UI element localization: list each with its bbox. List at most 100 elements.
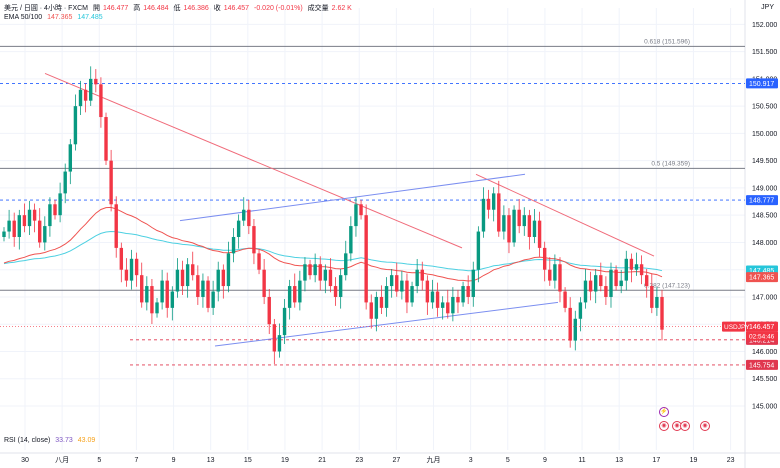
price-tag-label: 145.754 xyxy=(749,362,774,369)
time-tick-label: 21 xyxy=(318,457,326,464)
candle-body xyxy=(160,280,164,303)
candle-body xyxy=(634,264,639,270)
candle-body xyxy=(609,269,613,297)
price-tag-label: 148.777 xyxy=(749,198,774,205)
candle-body xyxy=(226,253,231,287)
candle-body xyxy=(293,286,297,303)
candle-body xyxy=(573,318,577,341)
candle-body xyxy=(512,209,516,243)
rsi-value-2: 43.09 xyxy=(77,437,96,444)
price-tick-label: 148.000 xyxy=(752,240,777,247)
candle-body xyxy=(78,89,83,107)
candle-body xyxy=(155,302,159,314)
ema-legend[interactable]: EMA 50/100 147.365 147.485 xyxy=(4,14,106,21)
candle-body xyxy=(553,264,557,281)
candle-body xyxy=(129,258,134,281)
candle-body xyxy=(476,231,481,270)
candle-body xyxy=(471,269,475,297)
candle-body xyxy=(364,215,368,303)
candle-body xyxy=(114,204,118,248)
price-tick-label: 146.000 xyxy=(752,349,777,356)
candle-body xyxy=(68,144,73,172)
candle-body xyxy=(430,291,435,303)
candle-body xyxy=(287,286,292,308)
candle-body xyxy=(196,275,200,297)
candle-body xyxy=(639,264,644,276)
high-value: 146.484 xyxy=(143,5,169,12)
countdown-tag xyxy=(746,331,778,341)
price-tick-label: 145.000 xyxy=(752,404,777,411)
candle-body xyxy=(267,296,271,325)
candle-body xyxy=(124,269,129,281)
candle-body xyxy=(349,226,353,254)
candle-body xyxy=(583,280,588,303)
price-tag xyxy=(746,272,778,283)
candle-body xyxy=(43,226,47,243)
candle-body xyxy=(282,307,287,336)
economic-event-icon[interactable]: ◉ xyxy=(700,421,710,431)
price-tick-label: 152.000 xyxy=(752,22,777,29)
ema50-value: 147.365 xyxy=(47,14,73,21)
economic-event-icon[interactable]: ◉ xyxy=(680,421,690,431)
candle-body xyxy=(262,269,266,297)
candle-body xyxy=(298,280,302,303)
time-tick-label: 7 xyxy=(134,457,138,464)
candle-body xyxy=(94,78,98,85)
candle-body xyxy=(252,226,256,254)
rsi-legend[interactable]: RSI (14, close) 33.73 43.09 xyxy=(4,437,98,444)
price-tag-label: 147.485 xyxy=(749,268,774,275)
candle-body xyxy=(379,296,384,308)
lightning-event-icon[interactable]: ⚡ xyxy=(659,407,669,417)
candle-body xyxy=(206,280,210,308)
candle-body xyxy=(507,215,511,243)
high-label: 高 xyxy=(133,5,141,12)
candle-body xyxy=(180,269,185,287)
price-tick-label: 151.500 xyxy=(752,49,777,56)
candle-body xyxy=(497,193,501,232)
candle-body xyxy=(435,291,440,308)
candle-body xyxy=(527,215,532,237)
economic-event-icon[interactable]: ◉ xyxy=(659,421,669,431)
candle-body xyxy=(277,335,282,352)
time-axis[interactable]: 30 八月 5 7 9 13 15 19 21 23 27 九月 3 5 9 11 13 17 19 23 xyxy=(21,455,734,464)
candle-body xyxy=(604,286,608,297)
price-tag-label: 146.214 xyxy=(749,337,774,344)
candle-body xyxy=(140,275,144,303)
price-tag xyxy=(746,195,778,206)
close-value: 146.457 xyxy=(223,5,250,12)
price-tick-label: 148.500 xyxy=(752,213,777,220)
candle-body xyxy=(119,247,124,270)
candle-body xyxy=(344,253,348,276)
candle-body xyxy=(109,160,113,205)
countdown-label: 02:54:46 xyxy=(749,334,775,341)
candle-body xyxy=(456,296,460,303)
candle-body xyxy=(53,204,57,216)
candle-body xyxy=(532,220,537,237)
symbol-tag-label: USDJPY xyxy=(724,324,750,331)
time-tick-label: 13 xyxy=(615,457,623,464)
currency-label[interactable]: JPY xyxy=(761,4,774,11)
time-tick-label: 30 xyxy=(21,457,29,464)
candle-body xyxy=(389,275,394,287)
candle-body xyxy=(318,264,322,281)
candle-body xyxy=(558,264,562,292)
candle-body xyxy=(522,215,526,227)
candle-body xyxy=(99,84,103,118)
candle-body xyxy=(599,275,603,287)
open-value: 146.477 xyxy=(102,5,129,12)
candle-body xyxy=(395,275,399,292)
candle-body xyxy=(425,280,430,303)
candle-body xyxy=(420,269,424,281)
time-tick-label: 19 xyxy=(281,457,289,464)
candle-body xyxy=(486,198,491,210)
symbol-tag xyxy=(722,321,745,332)
candle-body xyxy=(89,78,93,101)
candle-body xyxy=(593,275,598,292)
candle-body xyxy=(542,247,547,270)
price-tick-label: 150.000 xyxy=(752,131,777,138)
symbol-name: 美元 / 日圓 · 4小時 · FXCM xyxy=(4,5,88,12)
price-tag-label: 146.457 xyxy=(749,324,774,331)
candle-body xyxy=(410,286,414,303)
time-tick-label: 27 xyxy=(392,457,400,464)
